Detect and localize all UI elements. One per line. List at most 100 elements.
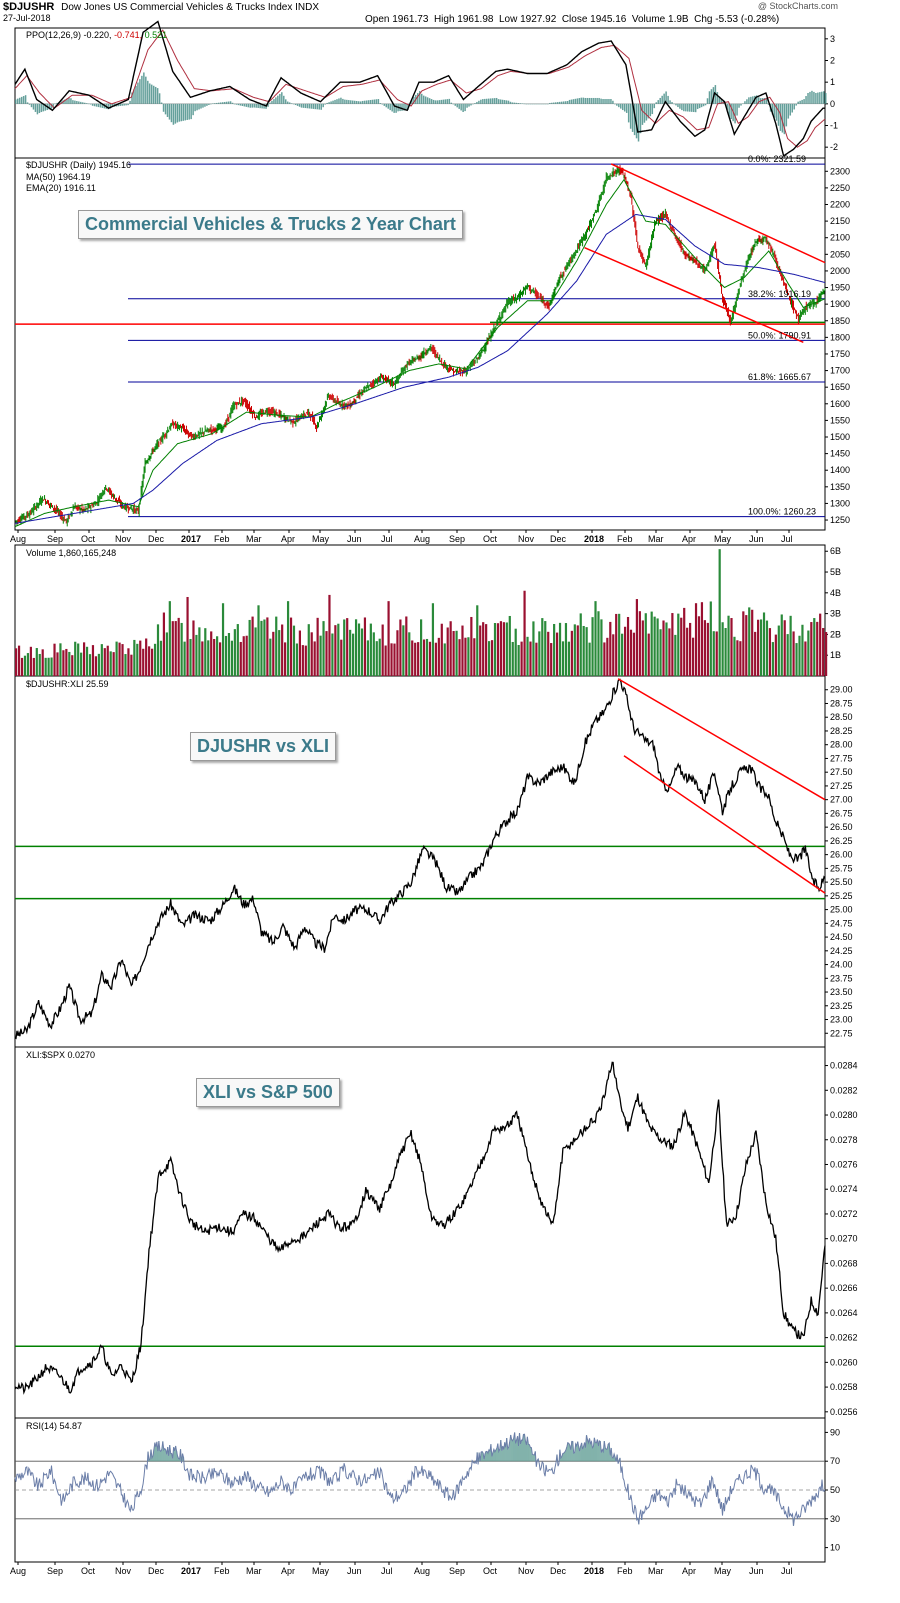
ppo-histogram-bar — [210, 103, 212, 105]
ratio1-axis-tick-label: 22.75 — [830, 1028, 853, 1038]
ppo-histogram-bar — [757, 97, 760, 104]
ppo-histogram-bar — [302, 103, 305, 108]
ppo-histogram-bar — [91, 103, 94, 106]
price-axis-tick-label: 1800 — [830, 332, 850, 342]
volume-bar — [570, 630, 573, 676]
ppo-histogram-bar — [807, 93, 809, 104]
ppo-histogram-bar — [763, 98, 766, 104]
volume-bar — [532, 621, 535, 676]
ppo-histogram-bar — [436, 100, 439, 104]
volume-bar — [600, 619, 603, 676]
ppo-histogram-bar — [677, 103, 679, 108]
ppo-histogram-bar — [596, 97, 598, 104]
price-axis-tick-label: 1950 — [830, 283, 850, 293]
volume-bar — [168, 601, 171, 676]
volume-legend: Volume 1,860,165,248 — [26, 548, 116, 558]
volume-bar — [541, 618, 544, 676]
ppo-histogram-bar — [350, 100, 352, 104]
ppo-histogram-bar — [223, 101, 226, 104]
volume-bar — [609, 621, 612, 676]
index-name: Dow Jones US Commercial Vehicles & Truck… — [61, 2, 293, 13]
ppo-histogram-bar — [131, 92, 133, 104]
ppo-histogram-bar — [76, 101, 78, 104]
volume-bar — [718, 549, 721, 676]
ppo-histogram-bar — [352, 100, 354, 104]
ppo-histogram-bar — [430, 99, 433, 104]
ppo-histogram-bar — [576, 98, 579, 104]
price-axis-tick-label: 2150 — [830, 216, 850, 226]
ppo-histogram-bar — [259, 103, 261, 109]
ppo-histogram-bar — [517, 103, 520, 104]
volume-bar — [694, 603, 698, 676]
volume-bar — [733, 636, 736, 676]
volume-bar — [638, 611, 641, 676]
ppo-histogram-bar — [633, 103, 636, 136]
volume-bar — [579, 613, 582, 676]
volume-axis-tick-label: 2B — [830, 629, 841, 639]
ppo-histogram-bar — [85, 103, 88, 104]
volume-bar — [32, 657, 35, 676]
volume-bar — [349, 629, 352, 676]
ppo-histogram-bar — [637, 103, 640, 142]
ppo-histogram-bar — [694, 103, 697, 113]
ppo-histogram-bar — [657, 100, 659, 104]
price-axis-tick-label: 2000 — [830, 266, 850, 276]
ppo-histogram-bar — [334, 99, 336, 104]
ppo-histogram-bar — [799, 100, 801, 104]
ppo-histogram-bar — [803, 99, 805, 104]
volume-axis-tick-label: 1B — [830, 650, 841, 660]
volume-bar — [100, 644, 103, 676]
ppo-histogram-bar — [787, 103, 790, 119]
ppo-histogram-bar — [539, 103, 541, 105]
ppo-histogram-bar — [610, 99, 612, 104]
ppo-histogram-bar — [332, 100, 334, 104]
ppo-histogram-bar — [428, 98, 431, 104]
volume-bar — [697, 616, 701, 676]
ppo-histogram-bar — [525, 103, 527, 105]
ppo-histogram-bar — [673, 103, 675, 105]
ppo-histogram-bar — [267, 103, 269, 107]
volume-bar — [257, 605, 260, 676]
ppo-histogram-bar — [229, 101, 232, 104]
volume-bar — [751, 609, 754, 676]
ppo-histogram-bar — [535, 103, 537, 105]
ppo-histogram-bar — [424, 96, 427, 104]
volume-bar — [272, 631, 275, 676]
x-axis-top-label: Jun — [347, 534, 362, 544]
volume-bar — [603, 642, 606, 676]
ppo-histogram-bar — [460, 103, 462, 111]
volume-bar — [762, 612, 766, 676]
volume-bar — [133, 639, 136, 676]
volume-bar — [550, 643, 553, 676]
volume-bar — [644, 613, 647, 676]
x-axis-top-label: May — [714, 534, 732, 544]
ppo-histogram-bar — [487, 98, 490, 104]
ppo-histogram-bar — [775, 103, 778, 121]
x-axis-top-label: Feb — [214, 534, 230, 544]
ppo-histogram-bar — [389, 103, 391, 111]
volume-bar — [408, 632, 411, 676]
ppo-histogram-bar — [655, 102, 658, 104]
ppo-histogram-bar — [702, 103, 705, 107]
volume-bar — [502, 622, 505, 676]
ratio1-axis-tick-label: 27.00 — [830, 795, 853, 805]
volume-bar — [736, 640, 739, 676]
ema20-legend: EMA(20) 1916.11 — [26, 183, 96, 193]
ppo-histogram-bar — [773, 103, 776, 118]
ppo-histogram-bar — [285, 99, 287, 104]
ratio1-axis-tick-label: 26.50 — [830, 822, 853, 832]
ratio1-axis-tick-label: 26.25 — [830, 836, 853, 846]
ppo-histogram-bar — [501, 99, 504, 104]
volume-bar — [62, 650, 65, 676]
ppo-histogram-bar — [572, 99, 575, 104]
volume-bar — [162, 612, 166, 676]
ppo-histogram-bar — [698, 103, 701, 109]
x-axis-bottom-label: Apr — [281, 1566, 295, 1576]
x-axis-bottom-label: Aug — [10, 1566, 26, 1576]
x-axis-bottom-label: Feb — [214, 1566, 230, 1576]
volume-bar — [227, 633, 231, 676]
ppo-histogram-bar — [158, 93, 161, 104]
ppo-histogram-bar — [16, 98, 19, 104]
ppo-histogram-bar — [689, 103, 691, 112]
ratio1-trend-lower — [623, 755, 826, 894]
